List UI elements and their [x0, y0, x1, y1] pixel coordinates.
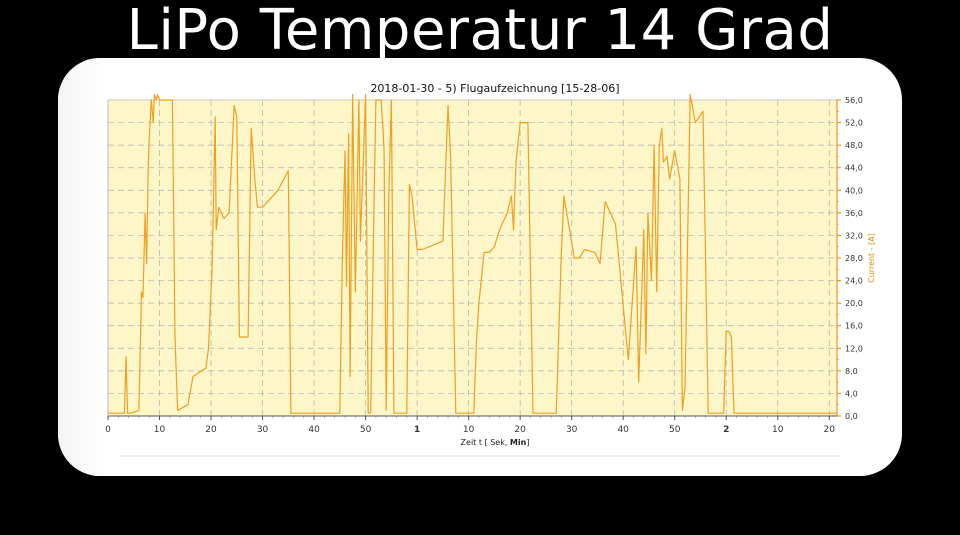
x-tick-label: 1	[414, 425, 420, 435]
x-axis-label-suffix: ]	[526, 438, 529, 447]
y-tick-label: 48,0	[845, 141, 863, 150]
chart-panel: 2018-01-30 - 5) Flugaufzeichnung [15-28-…	[58, 58, 902, 476]
chart-title: 2018-01-30 - 5) Flugaufzeichnung [15-28-…	[370, 82, 619, 95]
y-axis-label: Current - [A]	[867, 233, 876, 283]
x-tick-label: 50	[360, 425, 372, 435]
x-tick-label: 30	[566, 425, 578, 435]
x-tick-label: 30	[257, 425, 269, 435]
y-tick-label: 20,0	[845, 299, 863, 308]
x-axis-label-unit: Min	[510, 438, 527, 447]
y-tick-label: 40,0	[845, 186, 863, 195]
x-tick-label: 0	[105, 425, 111, 435]
x-tick-label: 20	[205, 425, 217, 435]
x-tick-label: 10	[772, 425, 784, 435]
y-tick-label: 12,0	[845, 344, 863, 353]
current-chart: 2018-01-30 - 5) Flugaufzeichnung [15-28-…	[105, 82, 876, 457]
y-tick-label: 52,0	[845, 119, 863, 128]
x-axis-label-prefix: Zeit t [ Sek,	[461, 438, 510, 447]
x-tick-label: 10	[463, 425, 475, 435]
y-ticks: 0,0 4,0 8,0 12,0 16,0 20,0 24,0 28,0 32,0 36,0 40,…	[837, 96, 863, 421]
x-tick-label: 40	[617, 425, 629, 435]
x-tick-label: 10	[154, 425, 166, 435]
y-tick-label: 44,0	[845, 164, 863, 173]
x-ticks: 0 10 20 30 40 50 1 10 20 30 40 50 2 10 20	[105, 416, 835, 435]
y-tick-label: 8,0	[845, 367, 858, 376]
x-tick-label: 2	[723, 425, 729, 435]
y-tick-label: 36,0	[845, 209, 863, 218]
y-tick-label: 24,0	[845, 277, 863, 286]
y-tick-label: 56,0	[845, 96, 863, 105]
x-tick-label: 20	[514, 425, 526, 435]
current-series-line	[108, 93, 837, 414]
x-tick-label: 20	[824, 425, 836, 435]
y-tick-label: 28,0	[845, 254, 863, 263]
x-tick-label: 40	[308, 425, 320, 435]
panel-shade	[58, 58, 108, 476]
x-tick-label: 50	[669, 425, 681, 435]
y-tick-label: 0,0	[845, 412, 858, 421]
x-axis-label: Zeit t [ Sek, Min]	[461, 438, 530, 447]
y-tick-label: 16,0	[845, 322, 863, 331]
y-tick-label: 32,0	[845, 231, 863, 240]
headline: LiPo Temperatur 14 Grad	[126, 0, 834, 63]
y-tick-label: 4,0	[845, 389, 858, 398]
